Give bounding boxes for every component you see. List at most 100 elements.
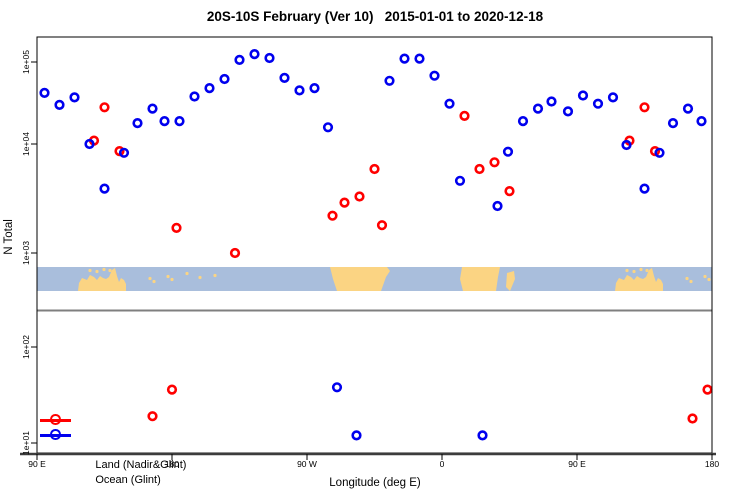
map-island-dot (685, 276, 689, 281)
data-point-ocean (351, 430, 362, 441)
x-tick-label: 90 E (28, 459, 46, 469)
chart-title: 20S-10S February (Ver 10) 2015-01-01 to … (206, 9, 544, 24)
data-point-ocean (667, 117, 679, 129)
data-point-ocean (69, 92, 80, 103)
map-island-dot (108, 268, 112, 273)
x-tick-label: 90 W (297, 459, 317, 469)
map-island-dot (707, 277, 711, 282)
legend-item-land: Land (Nadir&Glint) (40, 413, 186, 471)
data-point-ocean (654, 147, 665, 158)
y-tick-label: 1e+04 (21, 132, 31, 156)
data-point-ocean (517, 115, 529, 127)
data-point-ocean (682, 103, 694, 114)
data-point-ocean (294, 85, 305, 96)
data-point-ocean (502, 146, 514, 157)
data-point-land (354, 191, 365, 202)
map-island-dot (645, 268, 649, 273)
legend-item-ocean: Ocean (Glint) (40, 428, 186, 486)
map-island-dot (166, 274, 170, 279)
data-point-ocean (147, 103, 158, 114)
map-land-africa (460, 267, 500, 291)
data-point-ocean (621, 139, 632, 151)
data-point-ocean (189, 91, 200, 102)
data-point-ocean (384, 75, 395, 86)
map-island-dot (625, 268, 629, 273)
data-point-ocean (696, 115, 707, 127)
ocean-circle-icon (50, 429, 61, 440)
map-island-dot (639, 267, 643, 272)
data-point-land (171, 222, 182, 233)
data-point-ocean (592, 98, 604, 109)
data-point-ocean (429, 70, 440, 81)
data-point-ocean (546, 96, 557, 107)
data-point-ocean (309, 82, 320, 94)
data-point-ocean (159, 115, 170, 127)
data-point-ocean (234, 54, 245, 66)
data-point-land (339, 197, 350, 208)
data-point-land (504, 186, 515, 197)
data-point-land (327, 210, 338, 221)
data-point-ocean (99, 183, 110, 194)
data-point-ocean (204, 82, 215, 94)
y-tick-label: 1e+01 (21, 431, 31, 455)
data-point-ocean (414, 53, 425, 64)
y-tick-label: 1e+03 (21, 241, 31, 265)
data-point-land (702, 384, 713, 395)
data-point-ocean (399, 53, 410, 64)
map-land-madagascar (506, 271, 515, 291)
legend-label-ocean: Ocean (Glint) (95, 474, 161, 486)
data-point-land (369, 163, 380, 175)
x-tick-label: 180 (705, 459, 719, 469)
data-point-land (687, 413, 698, 424)
land-circle-icon (50, 414, 61, 425)
x-tick-label: 90 E (568, 459, 586, 469)
map-land-australia (78, 268, 126, 291)
data-point-ocean (132, 117, 143, 129)
data-point-land (166, 384, 178, 395)
data-point-land (489, 157, 500, 168)
map-land-south-america (330, 267, 390, 291)
map-island-dot (632, 269, 636, 274)
map-island-dot (213, 273, 217, 278)
data-point-ocean (84, 138, 95, 150)
map-island-dot (102, 267, 106, 272)
legend: Land (Nadir&Glint) Ocean (Glint) (40, 413, 186, 486)
data-point-land (639, 102, 650, 113)
map-island-dot (689, 279, 693, 284)
x-tick-label: 180 (165, 459, 179, 469)
data-point-ocean (444, 98, 455, 109)
map-island-dot (88, 268, 92, 273)
y-tick-label: 1e+05 (21, 50, 31, 74)
map-island-dot (170, 277, 174, 282)
data-point-ocean (607, 92, 619, 103)
map-island-dot (152, 279, 156, 284)
data-point-ocean (492, 200, 503, 212)
data-point-ocean (322, 122, 334, 133)
data-point-land (229, 247, 241, 259)
x-tick-label: 0 (440, 459, 445, 469)
data-point-ocean (39, 87, 50, 98)
map-island-dot (198, 275, 202, 280)
data-point-land (99, 102, 110, 113)
data-point-ocean (279, 72, 290, 83)
series-ocean (39, 48, 707, 441)
data-point-land (147, 411, 158, 422)
legend-label-land: Land (Nadir&Glint) (95, 459, 187, 471)
data-point-ocean (249, 48, 260, 60)
data-point-ocean (577, 90, 589, 101)
data-point-ocean (174, 115, 185, 127)
map-strip (37, 267, 712, 291)
data-point-ocean (454, 175, 466, 186)
x-axis-title: Longitude (deg E) (329, 477, 421, 489)
data-point-land (474, 163, 485, 175)
data-point-ocean (639, 183, 650, 194)
map-island-dot (185, 271, 189, 276)
data-point-land (376, 220, 388, 231)
data-point-ocean (264, 52, 275, 64)
map-island-dot (95, 269, 99, 274)
data-point-ocean (54, 99, 65, 110)
data-point-land (459, 110, 470, 121)
data-point-ocean (219, 73, 230, 85)
